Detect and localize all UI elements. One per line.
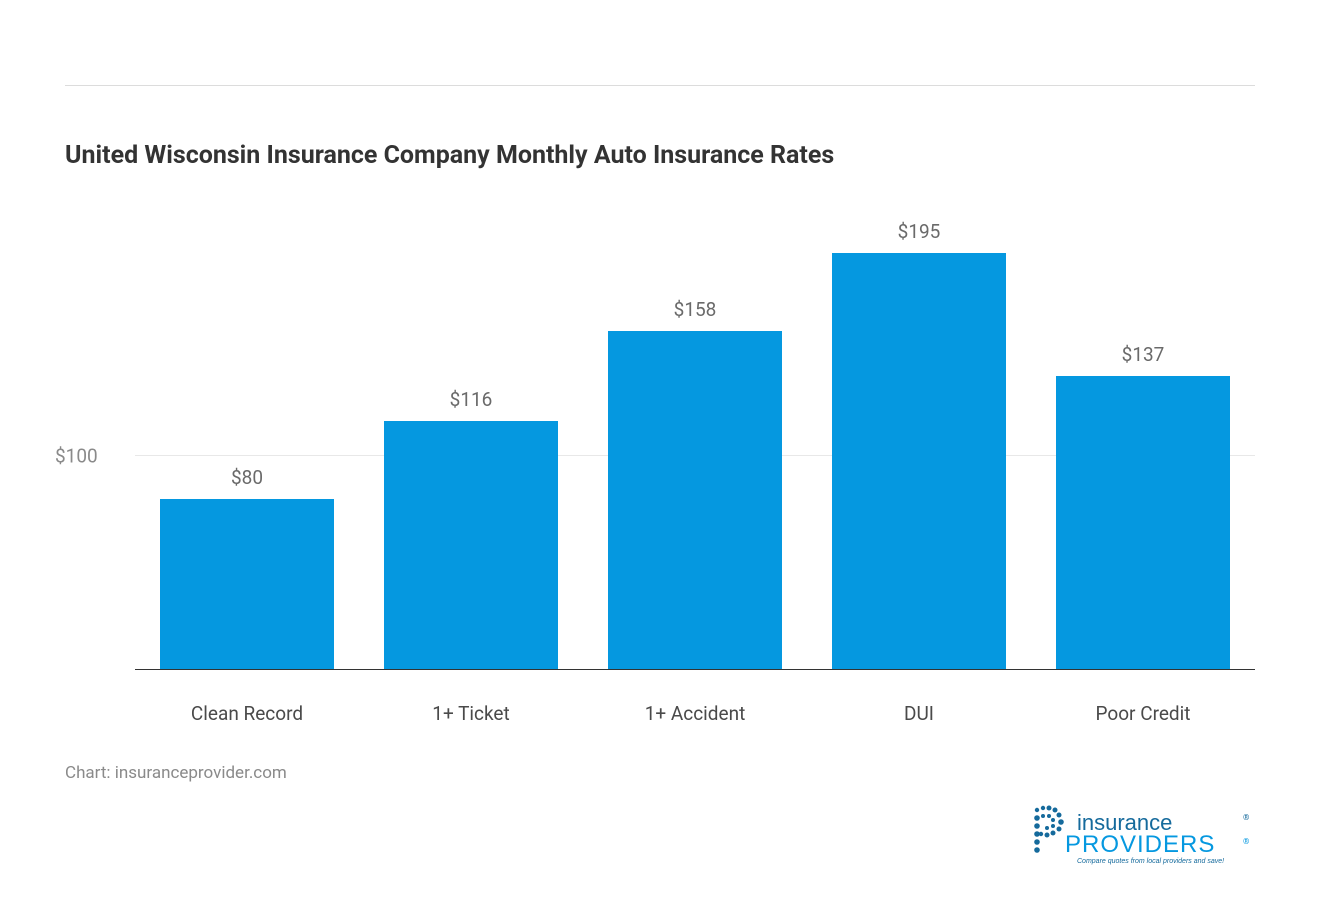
chart-container: United Wisconsin Insurance Company Month… [0,0,1320,823]
x-axis-tick-label: 1+ Accident [583,688,807,725]
bar-value-label: $158 [674,298,717,321]
bar [160,499,335,670]
x-axis-baseline [135,669,1255,670]
logo-bottom-text: PROVIDERS [1065,831,1215,858]
bar-value-label: $116 [450,388,493,411]
logo-tagline: Compare quotes from local providers and … [1077,858,1224,865]
x-axis-tick-label: DUI [807,688,1031,725]
bar-slot: $195 [807,220,1031,670]
bar-value-label: $80 [231,466,263,489]
bars-area: $80 $116 $158 $195 $137 [135,220,1255,670]
bar-slot: $137 [1031,220,1255,670]
bar [384,421,559,670]
x-axis-tick-label: Clean Record [135,688,359,725]
brand-logo: insurance ® PROVIDERS ® Compare quotes f… [1025,800,1250,870]
bar-value-label: $137 [1122,343,1165,366]
bar-slot: $158 [583,220,807,670]
top-divider [65,85,1255,86]
bar-slot: $80 [135,220,359,670]
bar-slot: $116 [359,220,583,670]
x-axis-tick-label: 1+ Ticket [359,688,583,725]
x-axis-labels: Clean Record 1+ Ticket 1+ Accident DUI P… [135,688,1255,725]
y-axis-tick-label: $100 [55,444,98,467]
registered-mark: ® [1243,837,1249,846]
chart-plot-area: $100 $80 $116 $158 $195 $137 [100,220,1255,670]
bar [832,253,1007,670]
bar [1056,376,1231,670]
bar-value-label: $195 [898,220,941,243]
registered-mark: ® [1243,813,1249,822]
insurance-providers-logo-icon: insurance ® PROVIDERS ® Compare quotes f… [1025,800,1250,870]
chart-source: Chart: insuranceprovider.com [65,763,1255,783]
bar [608,331,783,670]
x-axis-tick-label: Poor Credit [1031,688,1255,725]
chart-title: United Wisconsin Insurance Company Month… [65,141,1255,170]
